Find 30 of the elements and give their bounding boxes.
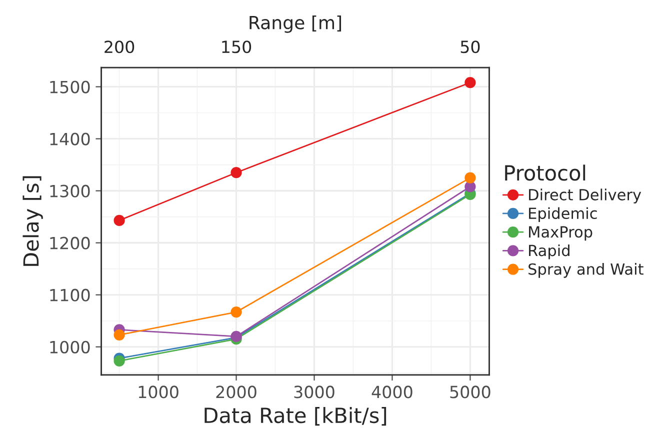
x-tick-label: 1000 (138, 386, 178, 398)
point (230, 167, 242, 178)
text: 150 (222, 40, 252, 54)
x-axis-title: Data Rate [kBit/s] (204, 407, 386, 426)
y-tick-label: 1300 (50, 184, 90, 198)
legend-label: Spray and Wait (528, 263, 644, 278)
point (114, 329, 125, 340)
text: 50 (460, 40, 480, 54)
x-tick-label: 4000 (372, 386, 412, 398)
legend-label: Epidemic (529, 207, 597, 222)
point (230, 306, 242, 318)
y-tick-label: 1100 (50, 288, 90, 302)
y-tick-label: 1400 (50, 132, 90, 146)
point (464, 77, 476, 88)
x-tick-label: 5000 (450, 386, 490, 398)
y-tick-label: 1500 (50, 80, 90, 94)
point (464, 172, 476, 184)
x-tick-label: 3000 (294, 386, 334, 398)
legend-label: Rapid (529, 244, 570, 260)
text: 200 (104, 40, 134, 54)
y-tick-label: 1000 (50, 340, 90, 354)
legend-label: MaxProp (529, 226, 592, 241)
legend-title: Protocol (505, 164, 586, 181)
point (114, 355, 125, 366)
x-tick-label: 2000 (216, 386, 256, 398)
legend-label: Direct Delivery (529, 188, 642, 204)
point (114, 214, 125, 226)
x2-axis-title: Range [m] (250, 15, 342, 33)
y-axis-title: Delay [s] (22, 176, 43, 266)
y-tick-label: 1200 (50, 236, 90, 250)
